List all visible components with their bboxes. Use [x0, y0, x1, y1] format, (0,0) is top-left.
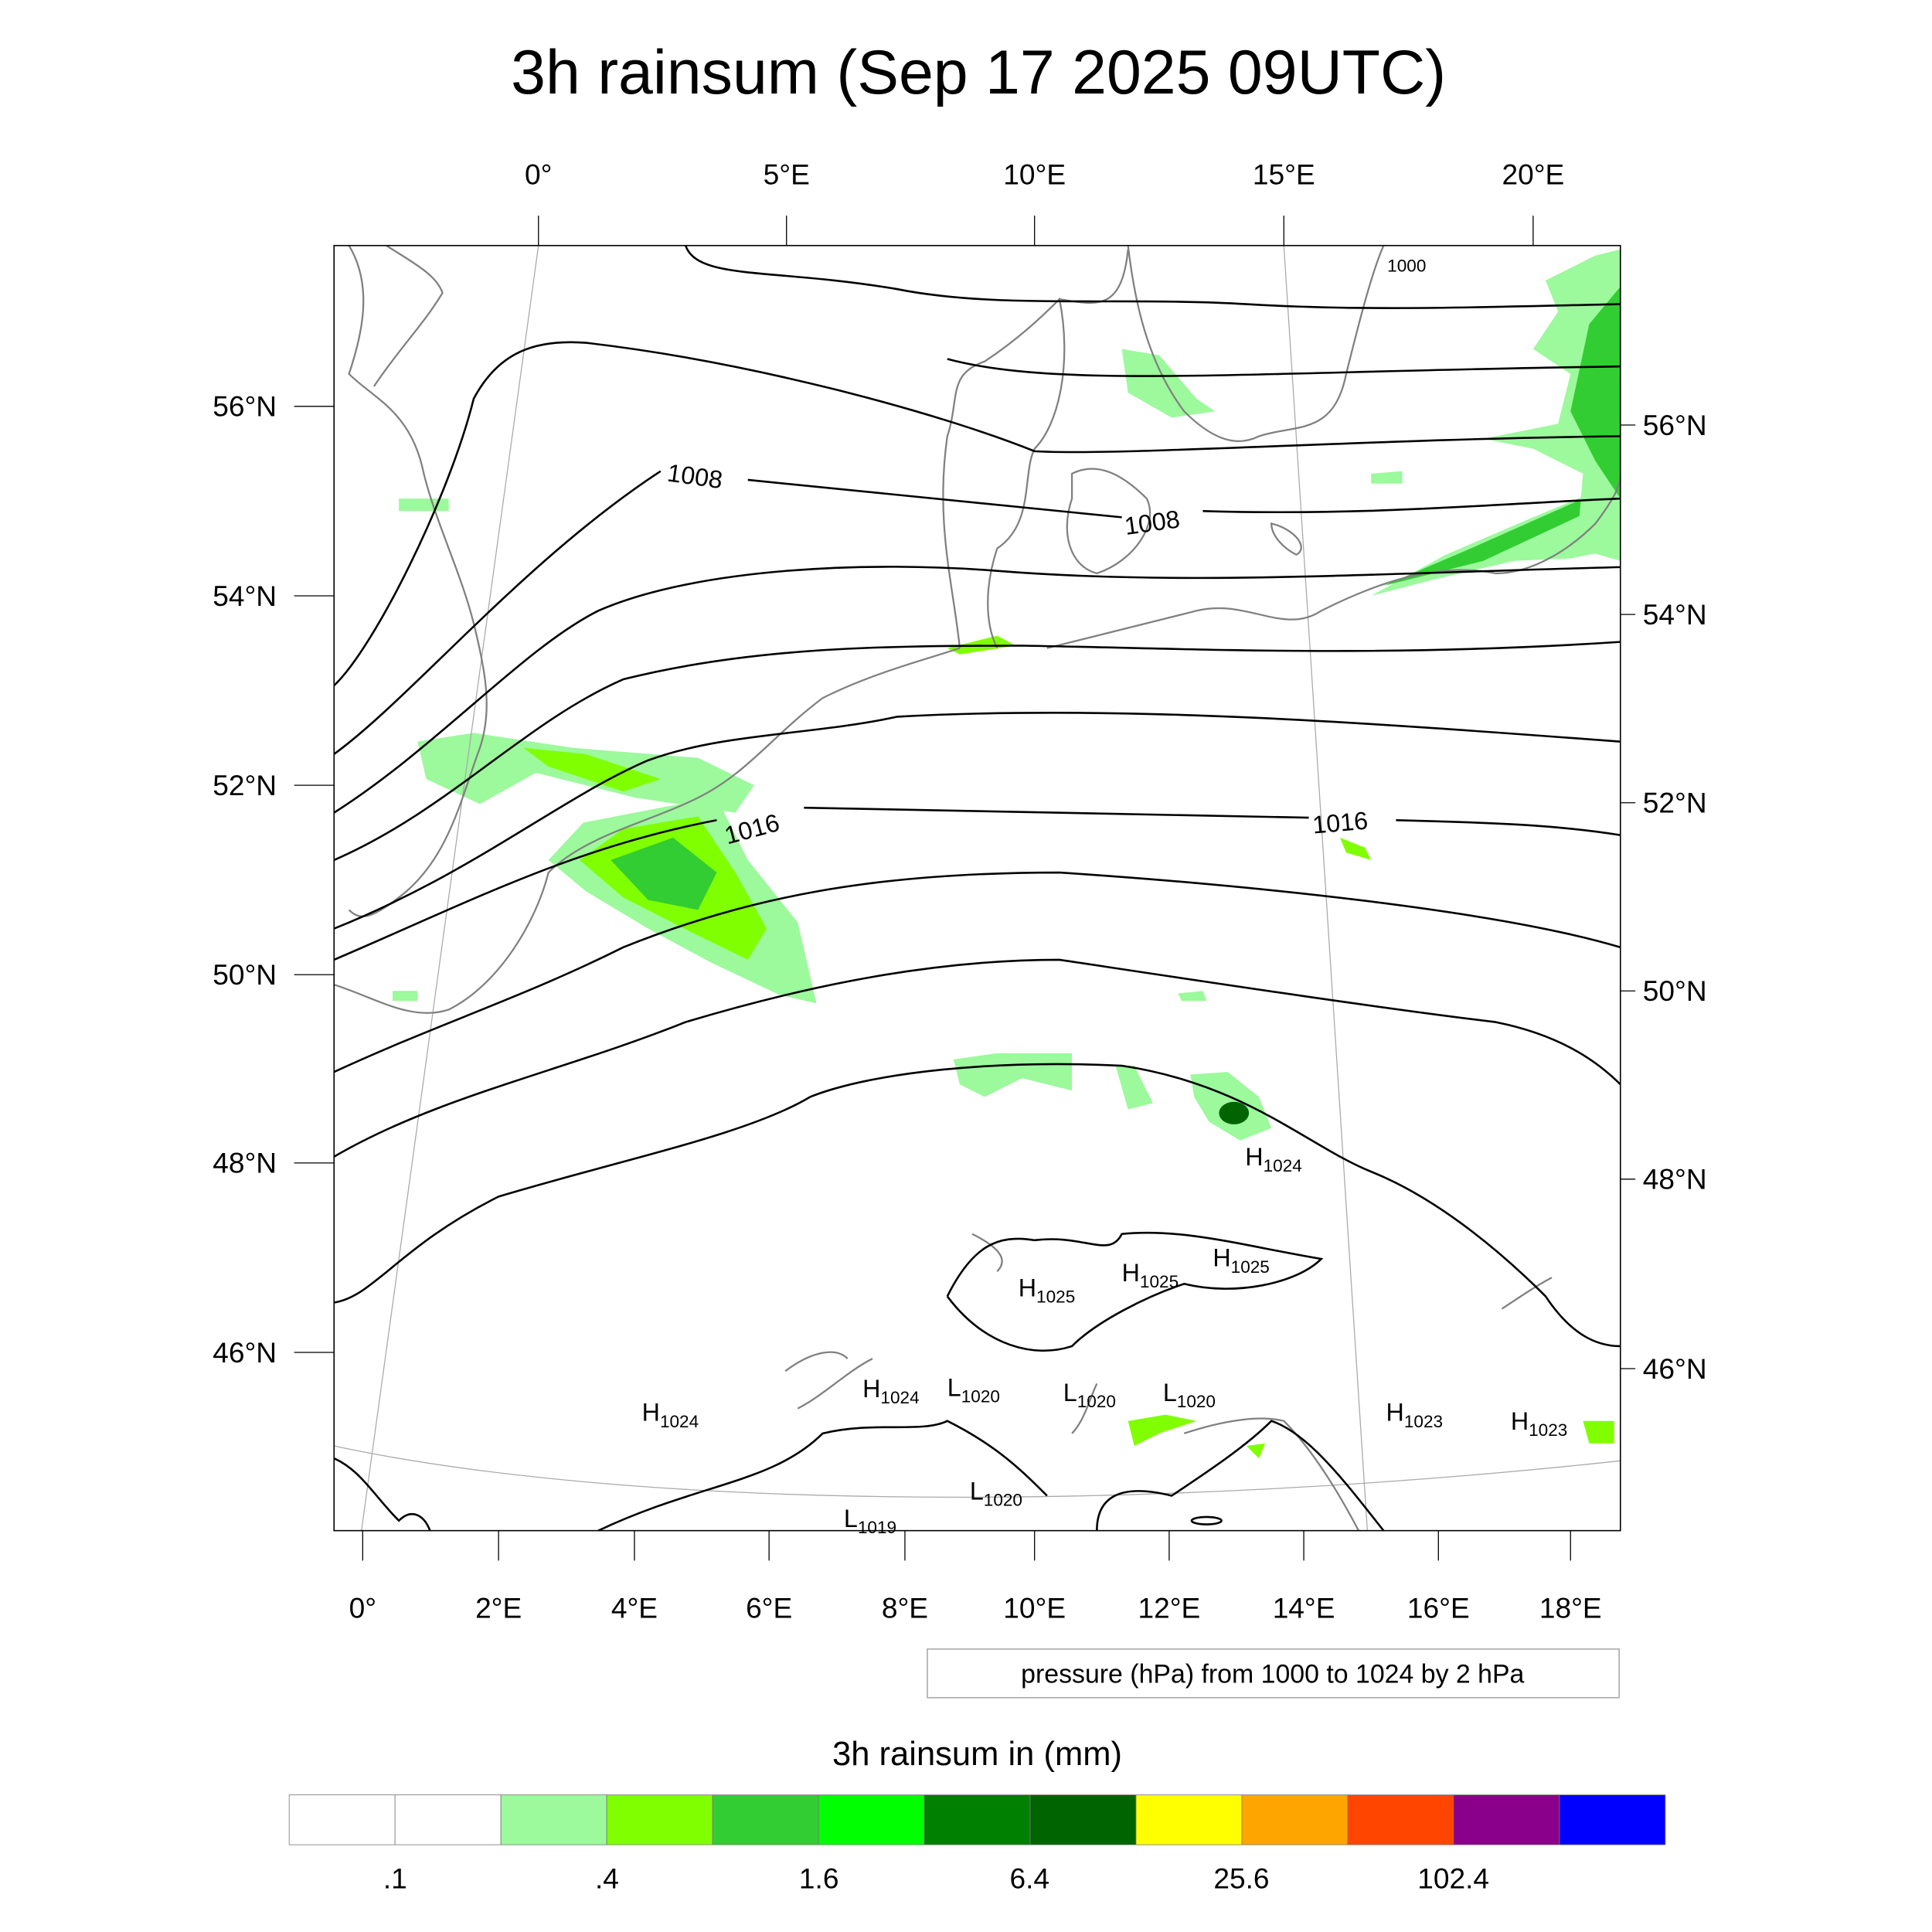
- bottom-lon-label: 14°E: [1273, 1592, 1335, 1624]
- contour-label: 1000: [1387, 257, 1426, 276]
- pressure-centers: H1024 H1025 H1025 H1025 H1024 H1024 L102…: [642, 1143, 1568, 1537]
- top-lon-label: 20°E: [1502, 158, 1564, 191]
- right-lat-label: 56°N: [1643, 409, 1707, 441]
- right-lat-label: 48°N: [1643, 1163, 1707, 1196]
- pressure-center-label: H1024: [862, 1375, 920, 1407]
- rain-patch-small-3: [1371, 471, 1403, 484]
- right-lat-axis: 56°N 54°N 52°N 50°N 48°N 46°N: [1620, 409, 1707, 1385]
- left-lat-label: 56°N: [213, 390, 277, 423]
- left-lat-label: 50°N: [213, 958, 277, 991]
- colorbar-box: [1029, 1794, 1137, 1845]
- top-lon-label: 5°E: [764, 158, 810, 191]
- rain-patch-east-core: [1570, 286, 1621, 499]
- pressure-center-label: H1025: [1019, 1274, 1076, 1306]
- left-lat-axis: 56°N 54°N 52°N 50°N 48°N 46°N: [213, 390, 335, 1369]
- contour-info-text: pressure (hPa) from 1000 to 1024 by 2 hP…: [1021, 1659, 1524, 1689]
- rain-patch-east-edge: [1483, 249, 1621, 561]
- pressure-center-label: L1020: [947, 1373, 1000, 1406]
- bottom-lon-label: 6°E: [746, 1592, 792, 1624]
- rain-patch-channel-core: [523, 747, 661, 792]
- colorbar-label: 25.6: [1213, 1862, 1269, 1895]
- rain-patch-small-7: [1178, 991, 1207, 1002]
- colorbar-box: [1135, 1794, 1243, 1845]
- pressure-center-label: H1024: [642, 1399, 699, 1431]
- bottom-lon-label: 4°E: [611, 1592, 658, 1624]
- rain-patch-small-5: [1583, 1420, 1614, 1444]
- pressure-center-label: L1020: [1063, 1379, 1116, 1411]
- pressure-center-label: L1020: [970, 1477, 1022, 1509]
- bottom-lon-label: 0°: [349, 1592, 376, 1624]
- top-lon-label: 0°: [525, 158, 552, 191]
- right-lat-label: 52°N: [1643, 787, 1707, 819]
- rain-patch-small-4: [1128, 1414, 1197, 1446]
- colorbar-label: 1.6: [799, 1862, 839, 1895]
- rain-patch-sweden: [1121, 349, 1216, 418]
- top-lon-axis: 0° 5°E 10°E 15°E 20°E: [525, 158, 1564, 246]
- right-lat-label: 46°N: [1643, 1352, 1707, 1385]
- left-lat-label: 46°N: [213, 1336, 277, 1369]
- colorbar: [288, 1794, 1666, 1845]
- rain-patch-alps-heavy: [1219, 1101, 1250, 1124]
- rain-patch-uk: [399, 498, 449, 512]
- colorbar-label: .4: [595, 1862, 619, 1895]
- right-lat-label: 54°N: [1643, 598, 1707, 631]
- pressure-center-label: L1019: [844, 1505, 896, 1537]
- graticule: [334, 245, 1621, 1531]
- chart-title: 3h rainsum (Sep 17 2025 09UTC): [511, 38, 1446, 107]
- colorbar-label: .1: [383, 1862, 407, 1895]
- colorbar-box: [500, 1794, 607, 1845]
- bottom-lon-label: 12°E: [1138, 1592, 1200, 1624]
- pressure-center-label: H1025: [1213, 1244, 1270, 1277]
- right-lat-label: 50°N: [1643, 975, 1707, 1007]
- bottom-lon-label: 10°E: [1003, 1592, 1066, 1624]
- contour-label: 1016: [1311, 807, 1369, 839]
- bottom-lon-label: 8°E: [882, 1592, 928, 1624]
- rain-patch-small-2: [1339, 837, 1372, 860]
- rain-patch-small-8: [393, 991, 418, 1002]
- rain-patch-bavaria-2: [1115, 1066, 1153, 1110]
- contour-info-box: [927, 1648, 1620, 1699]
- colorbar-box: [288, 1794, 396, 1845]
- colorbar-label: 6.4: [1009, 1862, 1049, 1895]
- left-lat-label: 48°N: [213, 1147, 277, 1179]
- rain-patch-small-6: [1246, 1443, 1266, 1459]
- colorbar-box: [1347, 1794, 1454, 1845]
- colorbar-box: [394, 1794, 502, 1845]
- pressure-center-label: H1024: [1245, 1143, 1302, 1175]
- colorbar-box: [818, 1794, 925, 1845]
- colorbar-labels: .1 .4 1.6 6.4 25.6 102.4: [383, 1862, 1489, 1895]
- colorbar-label: 102.4: [1417, 1862, 1489, 1895]
- top-lon-label: 10°E: [1003, 158, 1066, 191]
- colorbar-box: [1559, 1794, 1666, 1845]
- bottom-lon-label: 2°E: [475, 1592, 522, 1624]
- pressure-center-label: H1025: [1122, 1259, 1179, 1291]
- bottom-lon-axis: 0° 2°E 4°E 6°E 8°E 10°E 12°E 14°E 16°E 1…: [349, 1530, 1602, 1624]
- left-lat-label: 54°N: [213, 580, 277, 612]
- colorbar-box: [712, 1794, 819, 1845]
- colorbar-box: [1453, 1794, 1560, 1845]
- map-area: 1000 1008 1008 1016 1016 H1024 H1025 H10…: [333, 244, 1621, 1537]
- colorbar-box: [1241, 1794, 1349, 1845]
- map-frame: [333, 244, 1621, 1532]
- bottom-lon-label: 18°E: [1539, 1592, 1602, 1624]
- top-lon-label: 15°E: [1253, 158, 1315, 191]
- coastlines: [334, 245, 1621, 1531]
- rain-patch-baltic-core: [1383, 498, 1596, 587]
- isobars: [334, 245, 1621, 1531]
- colorbar-box: [606, 1794, 713, 1845]
- left-lat-label: 52°N: [213, 769, 277, 801]
- rain-patch-benelux-heavy: [611, 837, 717, 910]
- bottom-lon-label: 16°E: [1407, 1592, 1470, 1624]
- colorbar-box: [923, 1794, 1031, 1845]
- pressure-center-label: H1023: [1386, 1399, 1444, 1431]
- pressure-center-label: L1020: [1163, 1379, 1216, 1411]
- pressure-center-label: H1023: [1511, 1407, 1568, 1440]
- colorbar-title: 3h rainsum in (mm): [832, 1736, 1122, 1773]
